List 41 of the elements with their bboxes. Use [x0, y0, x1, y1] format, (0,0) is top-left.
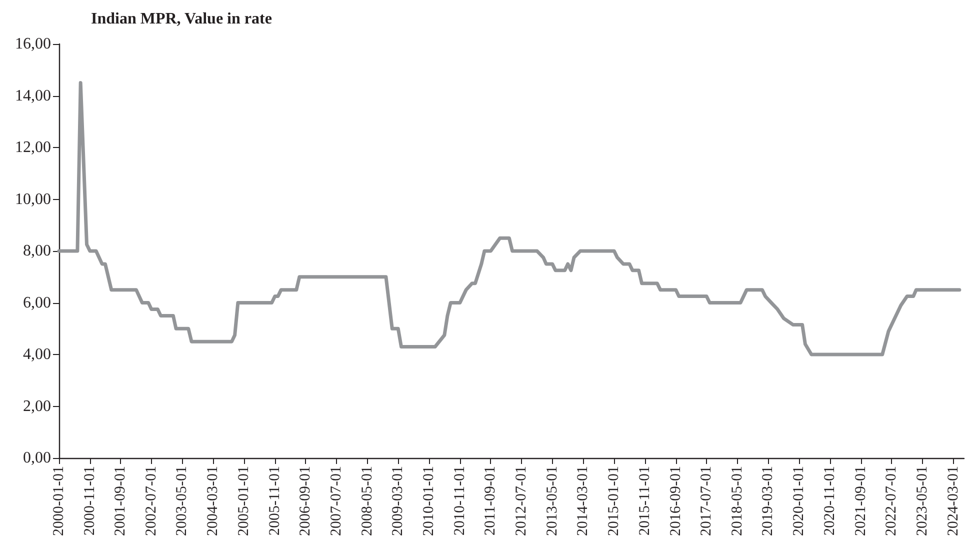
- y-tick-label: 16,00: [15, 36, 51, 52]
- x-tick-label: 2020-01-01: [791, 466, 808, 536]
- x-tick-label: 2006-09-01: [298, 466, 314, 536]
- x-tick-label: 2021-09-01: [852, 466, 869, 536]
- chart-title: Indian MPR, Value in rate: [91, 10, 272, 28]
- x-tick-label: 2005-01-01: [236, 466, 252, 536]
- x-tick-label: 2003-05-01: [174, 466, 190, 536]
- x-tick-label: 2020-11-01: [822, 466, 838, 536]
- x-tick-label: 2015-01-01: [606, 466, 622, 536]
- y-tick-label: 10,00: [15, 190, 51, 208]
- x-tick-label: 2004-03-01: [205, 466, 222, 536]
- x-tick-label: 2005-11-01: [266, 466, 283, 536]
- x-tick-label: 2017-07-01: [698, 466, 715, 536]
- x-tick-label: 2014-03-01: [575, 466, 592, 536]
- x-tick-label: 2008-05-01: [359, 466, 376, 536]
- x-tick-label: 2011-09-01: [482, 466, 499, 536]
- x-tick-label: 2010-11-01: [452, 466, 468, 536]
- y-tick-label: 2,00: [23, 398, 51, 415]
- x-tick-label: 2000-11-01: [82, 466, 98, 536]
- x-tick-label: 2015-11-01: [636, 466, 653, 536]
- x-tick-label: 2001-09-01: [112, 466, 129, 536]
- x-tick-label: 2010-01-01: [421, 466, 438, 536]
- x-tick-label: 2019-03-01: [760, 466, 776, 536]
- x-tick-label: 2013-05-01: [544, 466, 560, 536]
- x-tick-label: 2018-05-01: [729, 466, 746, 536]
- x-tick-label: 2023-05-01: [914, 466, 930, 536]
- y-tick-label: 6,00: [23, 294, 51, 312]
- x-tick-label: 2024-03-01: [945, 466, 962, 536]
- x-tick-label: 2022-07-01: [884, 466, 900, 536]
- x-tick-label: 2012-07-01: [514, 466, 530, 536]
- x-tick-label: 2016-09-01: [668, 466, 684, 536]
- y-tick-label: 8,00: [23, 242, 51, 260]
- line-series: [57, 81, 962, 356]
- y-tick-label: 14,00: [15, 87, 51, 104]
- y-tick-label: 4,00: [23, 346, 51, 363]
- y-tick-label: 0,00: [23, 450, 51, 466]
- x-tick-label: 2007-07-01: [328, 466, 344, 536]
- x-tick-label: 2009-03-01: [390, 466, 406, 536]
- y-tick-label: 12,00: [15, 139, 51, 156]
- x-tick-label: 2002-07-01: [143, 466, 160, 536]
- x-tick-label: 2000-01-01: [51, 466, 67, 536]
